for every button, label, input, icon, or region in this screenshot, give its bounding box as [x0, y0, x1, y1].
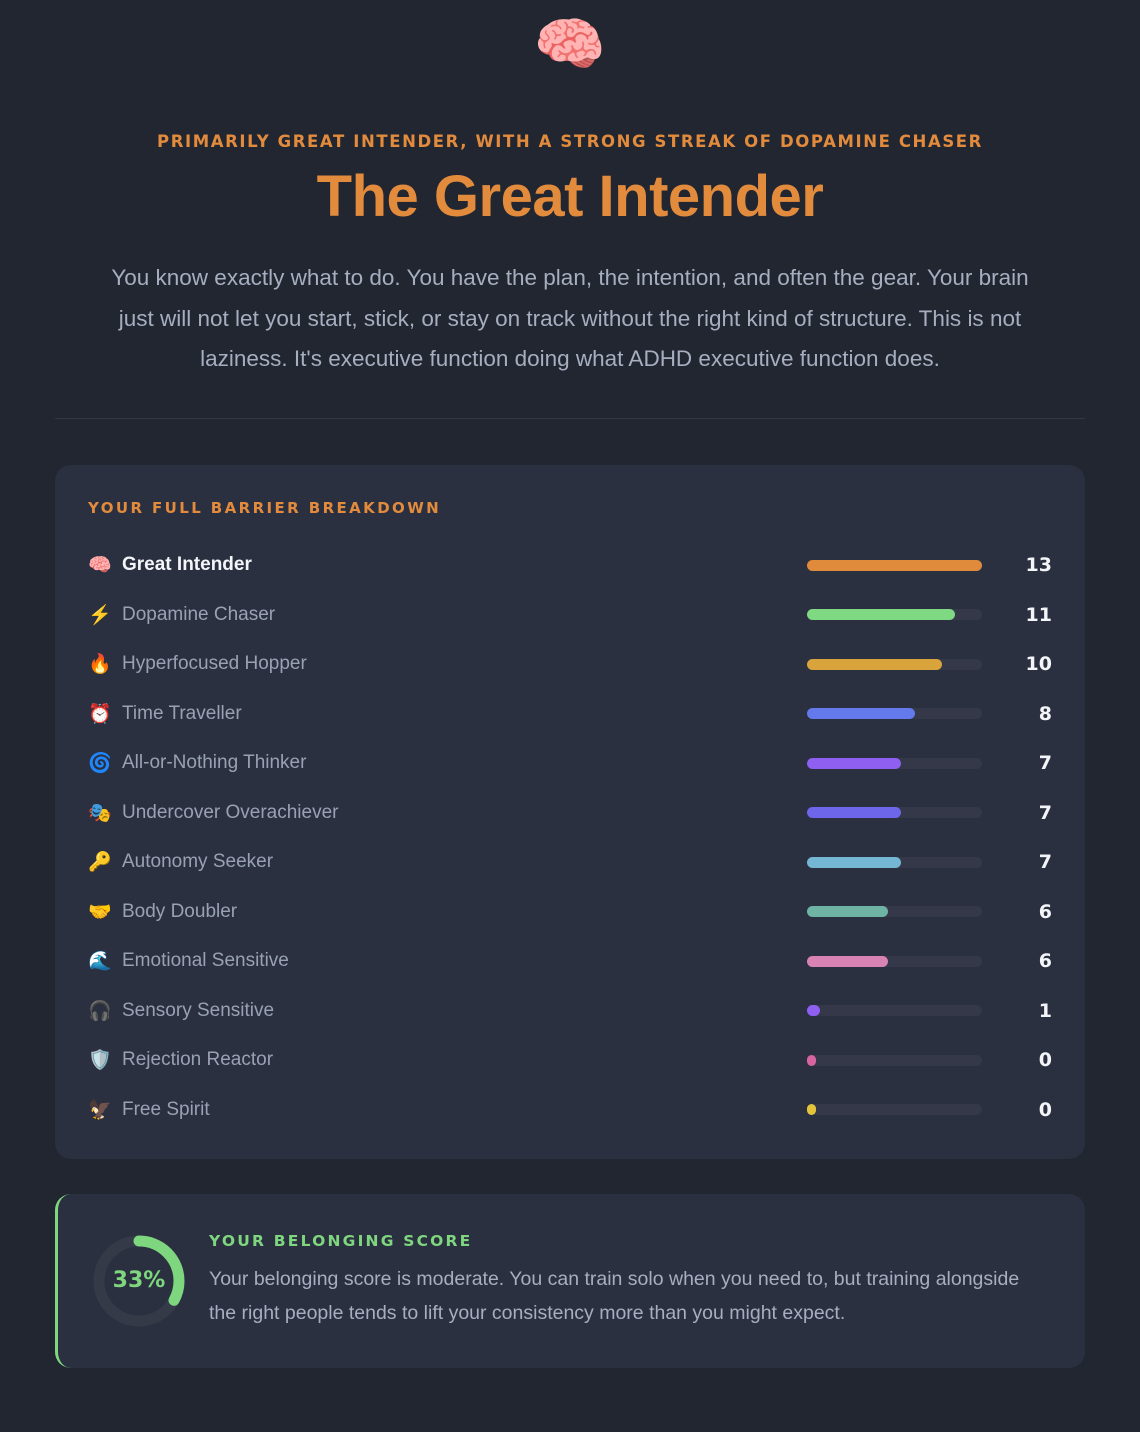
barrier-row: 🎧 Sensory Sensitive 1 [88, 986, 1052, 1036]
barrier-label: Time Traveller [122, 702, 242, 724]
belonging-score-card: 33% YOUR BELONGING SCORE Your belonging … [55, 1193, 1085, 1368]
barrier-bar-fill [807, 658, 942, 670]
barrier-label: Hyperfocused Hopper [122, 653, 307, 675]
barrier-row: 🔑 Autonomy Seeker 7 [88, 838, 1052, 888]
barrier-score: 0 [1038, 1049, 1052, 1072]
barrier-bar-fill [807, 807, 902, 819]
barrier-score: 7 [1038, 752, 1052, 775]
hero-section: 🧠 PRIMARILY GREAT INTENDER, WITH A STRON… [0, 0, 1140, 419]
barrier-emoji-icon: 🦅 [88, 1099, 112, 1121]
barrier-bar-fill [807, 559, 982, 571]
barrier-label: All-or-Nothing Thinker [122, 752, 307, 774]
page-title: The Great Intender [316, 164, 824, 229]
barrier-emoji-icon: 🛡️ [88, 1050, 112, 1072]
barrier-bar-fill [807, 1054, 816, 1066]
barrier-emoji-icon: 🌀 [88, 753, 112, 775]
belonging-progress-ring: 33% [93, 1235, 185, 1327]
barrier-label: Emotional Sensitive [122, 950, 289, 972]
barrier-label: Great Intender [122, 554, 252, 576]
barrier-label: Dopamine Chaser [122, 603, 276, 625]
belonging-body: YOUR BELONGING SCORE Your belonging scor… [209, 1232, 1047, 1330]
brain-emoji-icon: 🧠 [533, 12, 607, 77]
barrier-bar-fill [807, 757, 902, 769]
barrier-emoji-icon: 🔑 [88, 852, 112, 874]
barrier-bar-track [807, 708, 982, 720]
result-description: You know exactly what to do. You have th… [111, 265, 1029, 371]
belonging-percent: 33% [112, 1268, 166, 1293]
barrier-emoji-icon: ⏰ [88, 703, 112, 725]
barrier-bar-fill [807, 955, 888, 967]
barrier-bar-track [807, 757, 982, 769]
barrier-score: 1 [1038, 999, 1052, 1022]
barrier-label: Undercover Overachiever [122, 801, 339, 823]
barrier-bar-track [807, 1005, 982, 1017]
barrier-bar-fill [807, 609, 956, 621]
barrier-emoji-icon: ⚡ [88, 604, 112, 626]
barrier-emoji-icon: 🌊 [88, 951, 112, 973]
barrier-emoji-icon: 🧠 [88, 555, 112, 577]
barrier-score: 7 [1038, 851, 1052, 874]
barrier-row: 🛡️ Rejection Reactor 0 [88, 1036, 1052, 1086]
barrier-bar-track [807, 1104, 982, 1116]
barrier-row: ⏰ Time Traveller 8 [88, 689, 1052, 739]
barrier-bar-fill [807, 1104, 816, 1116]
barrier-row: 🔥 Hyperfocused Hopper 10 [88, 640, 1052, 690]
barrier-score: 6 [1038, 950, 1052, 973]
barrier-score: 13 [1025, 554, 1052, 577]
barrier-list: 🧠 Great Intender 13 ⚡ Dopamine Chaser 11… [88, 541, 1052, 1135]
barrier-emoji-icon: 🎭 [88, 802, 112, 824]
barrier-score: 11 [1025, 603, 1052, 626]
barrier-bar-track [807, 559, 982, 571]
barrier-label: Rejection Reactor [122, 1049, 274, 1071]
barrier-score: 8 [1038, 702, 1052, 725]
section-divider [55, 417, 1085, 419]
barrier-score: 6 [1038, 900, 1052, 923]
barrier-bar-fill [807, 708, 915, 720]
belonging-heading: YOUR BELONGING SCORE [209, 1231, 473, 1250]
barrier-bar-track [807, 658, 982, 670]
barrier-bar-track [807, 906, 982, 918]
barrier-bar-fill [807, 906, 888, 918]
barrier-label: Autonomy Seeker [122, 851, 274, 873]
barrier-bar-track [807, 1054, 982, 1066]
barrier-score: 0 [1038, 1098, 1052, 1121]
barrier-bar-fill [807, 1005, 821, 1017]
barrier-bar-track [807, 807, 982, 819]
barrier-bar-track [807, 856, 982, 868]
barrier-row: 🌊 Emotional Sensitive 6 [88, 937, 1052, 987]
barrier-score: 7 [1038, 801, 1052, 824]
barrier-bar-fill [807, 856, 902, 868]
barrier-emoji-icon: 🔥 [88, 654, 112, 676]
barrier-label: Body Doubler [122, 900, 238, 922]
barrier-row: 🦅 Free Spirit 0 [88, 1085, 1052, 1135]
result-kicker: PRIMARILY GREAT INTENDER, WITH A STRONG … [157, 132, 983, 151]
barrier-row: ⚡ Dopamine Chaser 11 [88, 590, 1052, 640]
barrier-row: 🧠 Great Intender 13 [88, 541, 1052, 591]
barrier-emoji-icon: 🤝 [88, 901, 112, 923]
barrier-bar-track [807, 955, 982, 967]
barrier-row: 🌀 All-or-Nothing Thinker 7 [88, 739, 1052, 789]
breakdown-heading: YOUR FULL BARRIER BREAKDOWN [88, 498, 442, 517]
barrier-row: 🎭 Undercover Overachiever 7 [88, 788, 1052, 838]
barrier-label: Free Spirit [122, 1098, 210, 1120]
barrier-emoji-icon: 🎧 [88, 1000, 112, 1022]
ring-arc [93, 1235, 185, 1326]
barrier-label: Sensory Sensitive [122, 999, 275, 1021]
barrier-breakdown-card: YOUR FULL BARRIER BREAKDOWN 🧠 Great Inte… [55, 464, 1085, 1159]
belonging-description: Your belonging score is moderate. You ca… [209, 1267, 1020, 1324]
barrier-score: 10 [1025, 653, 1052, 676]
barrier-bar-track [807, 609, 982, 621]
barrier-row: 🤝 Body Doubler 6 [88, 887, 1052, 937]
progress-ring-svg [93, 1235, 185, 1326]
